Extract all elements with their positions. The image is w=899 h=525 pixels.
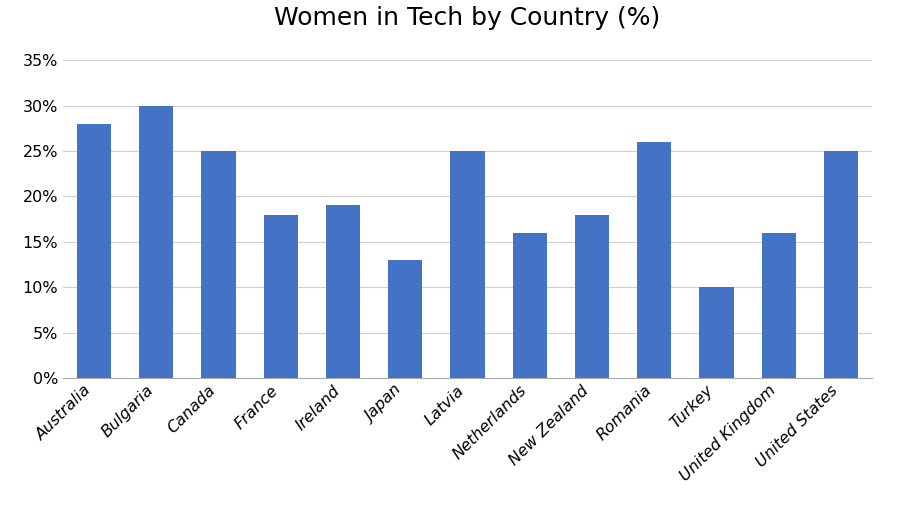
Bar [388, 260, 423, 378]
Bar [823, 151, 858, 378]
Bar [263, 215, 298, 378]
Bar [450, 151, 485, 378]
Bar [699, 287, 734, 378]
Bar [574, 215, 610, 378]
Bar [761, 233, 796, 378]
Bar [77, 124, 111, 378]
Bar [512, 233, 547, 378]
Bar [201, 151, 236, 378]
Bar [637, 142, 672, 378]
Title: Women in Tech by Country (%): Women in Tech by Country (%) [274, 6, 661, 30]
Bar [139, 106, 174, 378]
Bar [325, 205, 360, 378]
